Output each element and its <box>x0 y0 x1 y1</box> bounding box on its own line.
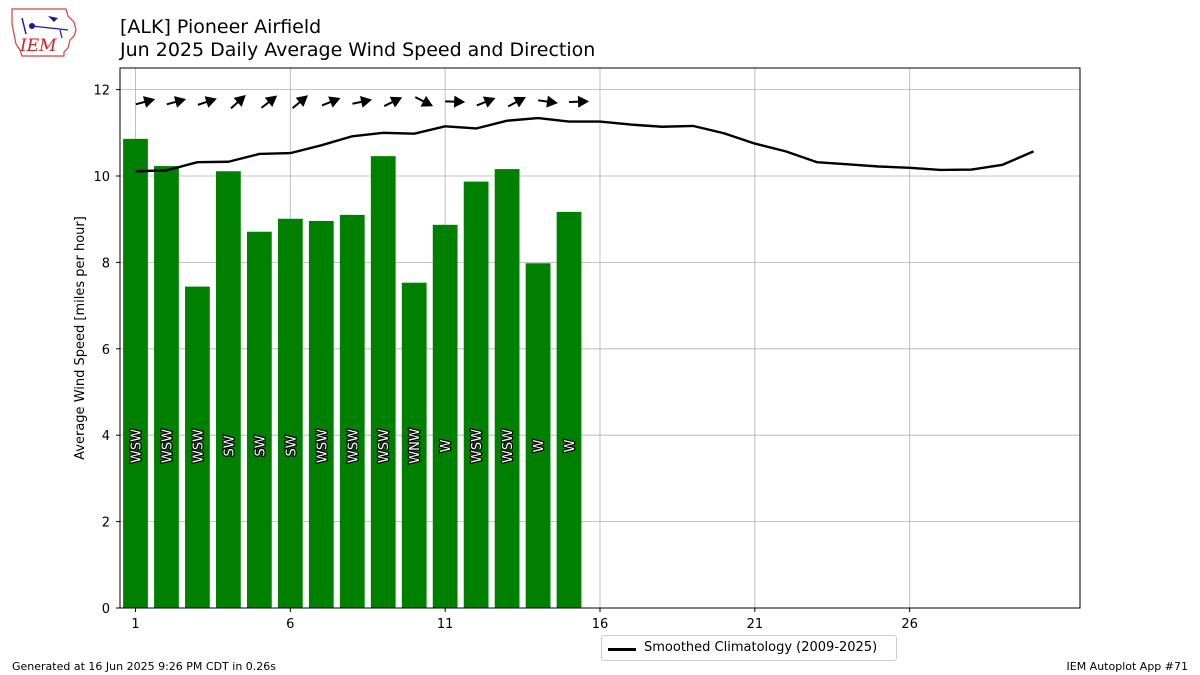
wind-bar <box>246 231 272 608</box>
x-tick-label: 16 <box>592 617 609 632</box>
wind-bar <box>401 282 427 608</box>
arrow-head <box>577 95 590 108</box>
wind-direction-arrow <box>292 95 308 109</box>
x-tick-label: 1 <box>131 617 139 632</box>
wind-bar <box>370 156 396 609</box>
wind-direction-arrow <box>507 96 526 108</box>
arrow-head <box>546 95 558 108</box>
direction-label: SW <box>222 435 237 456</box>
wind-direction-arrow <box>352 96 373 108</box>
wind-direction-arrow <box>569 95 590 108</box>
x-tick-label: 6 <box>286 617 294 632</box>
logo-text: IEM <box>19 36 57 56</box>
direction-label: SW <box>284 435 299 456</box>
direction-label: WSW <box>191 429 206 463</box>
arrow-head <box>173 96 187 108</box>
direction-label: WSW <box>160 429 175 463</box>
y-tick-label: 12 <box>93 84 110 99</box>
chart-title: [ALK] Pioneer Airfield Jun 2025 Daily Av… <box>120 16 595 62</box>
direction-label: W <box>563 439 578 452</box>
wind-bar <box>525 263 551 608</box>
title-line-1: [ALK] Pioneer Airfield <box>120 16 322 38</box>
arrow-head <box>482 96 496 108</box>
direction-label: WSW <box>470 429 485 463</box>
x-tick-label: 11 <box>437 617 454 632</box>
wind-bar <box>339 214 365 608</box>
y-tick-label: 0 <box>102 602 110 617</box>
arrow-head <box>328 96 341 108</box>
iem-logo: IEM <box>8 6 80 62</box>
wind-direction-arrow <box>135 96 156 108</box>
arrow-head <box>142 96 156 108</box>
y-tick-label: 10 <box>93 170 110 185</box>
arrow-head <box>513 96 526 108</box>
arrow-layer <box>135 95 590 110</box>
legend: Smoothed Climatology (2009-2025) <box>601 635 897 661</box>
arrow-head <box>453 95 466 108</box>
x-tick-label: 21 <box>747 617 764 632</box>
wind-bar <box>463 181 489 608</box>
wind-direction-arrow <box>445 95 466 108</box>
wind-bar <box>154 166 179 608</box>
y-tick-label: 2 <box>102 516 110 531</box>
bar-layer <box>123 138 582 609</box>
arrow-head <box>389 96 403 108</box>
arrow-head <box>295 95 308 107</box>
wind-bar <box>494 169 520 608</box>
y-tick-label: 8 <box>102 256 110 271</box>
direction-label: WSW <box>501 429 516 463</box>
title-line-2: Jun 2025 Daily Average Wind Speed and Di… <box>120 39 596 61</box>
y-axis-label: Average Wind Speed [miles per hour] <box>73 216 88 460</box>
line-layer <box>135 116 1035 173</box>
direction-label: WSW <box>377 429 392 463</box>
direction-label: SW <box>253 435 268 456</box>
wind-bar <box>308 220 334 609</box>
direction-label: WNW <box>408 428 423 464</box>
wind-bar <box>556 211 582 608</box>
y-tick-label: 6 <box>102 343 110 358</box>
footer-app: IEM Autoplot App #71 <box>1066 660 1189 673</box>
wind-bar <box>123 138 148 608</box>
wind-direction-arrow <box>383 96 403 108</box>
direction-label: WSW <box>346 429 361 463</box>
x-tick-label: 26 <box>901 617 918 632</box>
direction-label: W <box>532 439 547 452</box>
wind-direction-arrow <box>197 96 217 108</box>
climatology-line <box>135 116 1035 173</box>
direction-label: WSW <box>129 429 144 463</box>
arrow-head <box>233 95 246 107</box>
wind-bar <box>185 286 210 608</box>
wind-direction-arrow <box>260 95 278 109</box>
wind-direction-arrow <box>230 95 246 110</box>
wind-direction-arrow <box>538 95 558 108</box>
wind-direction-arrow <box>414 95 434 107</box>
legend-line-swatch <box>608 648 636 651</box>
arrow-head <box>420 95 434 107</box>
arrow-head <box>204 96 217 108</box>
footer-generated: Generated at 16 Jun 2025 9:26 PM CDT in … <box>12 660 277 673</box>
legend-label: Smoothed Climatology (2009-2025) <box>644 640 878 655</box>
direction-label: WSW <box>315 429 330 463</box>
wind-bar <box>432 224 458 609</box>
arrow-head <box>360 96 373 108</box>
y-tick-label: 4 <box>102 429 110 444</box>
wind-direction-arrow <box>321 96 341 108</box>
wind-direction-arrow <box>476 96 496 108</box>
wind-bar <box>277 218 303 608</box>
wind-bar <box>216 171 241 609</box>
wind-direction-arrow <box>166 96 187 108</box>
direction-label: W <box>439 439 454 452</box>
arrow-head <box>264 95 278 108</box>
direction-label-layer: WSW WSW WSW SW SW SW WSW WSW WSW WNW W WSW WSW W W <box>128 427 579 465</box>
